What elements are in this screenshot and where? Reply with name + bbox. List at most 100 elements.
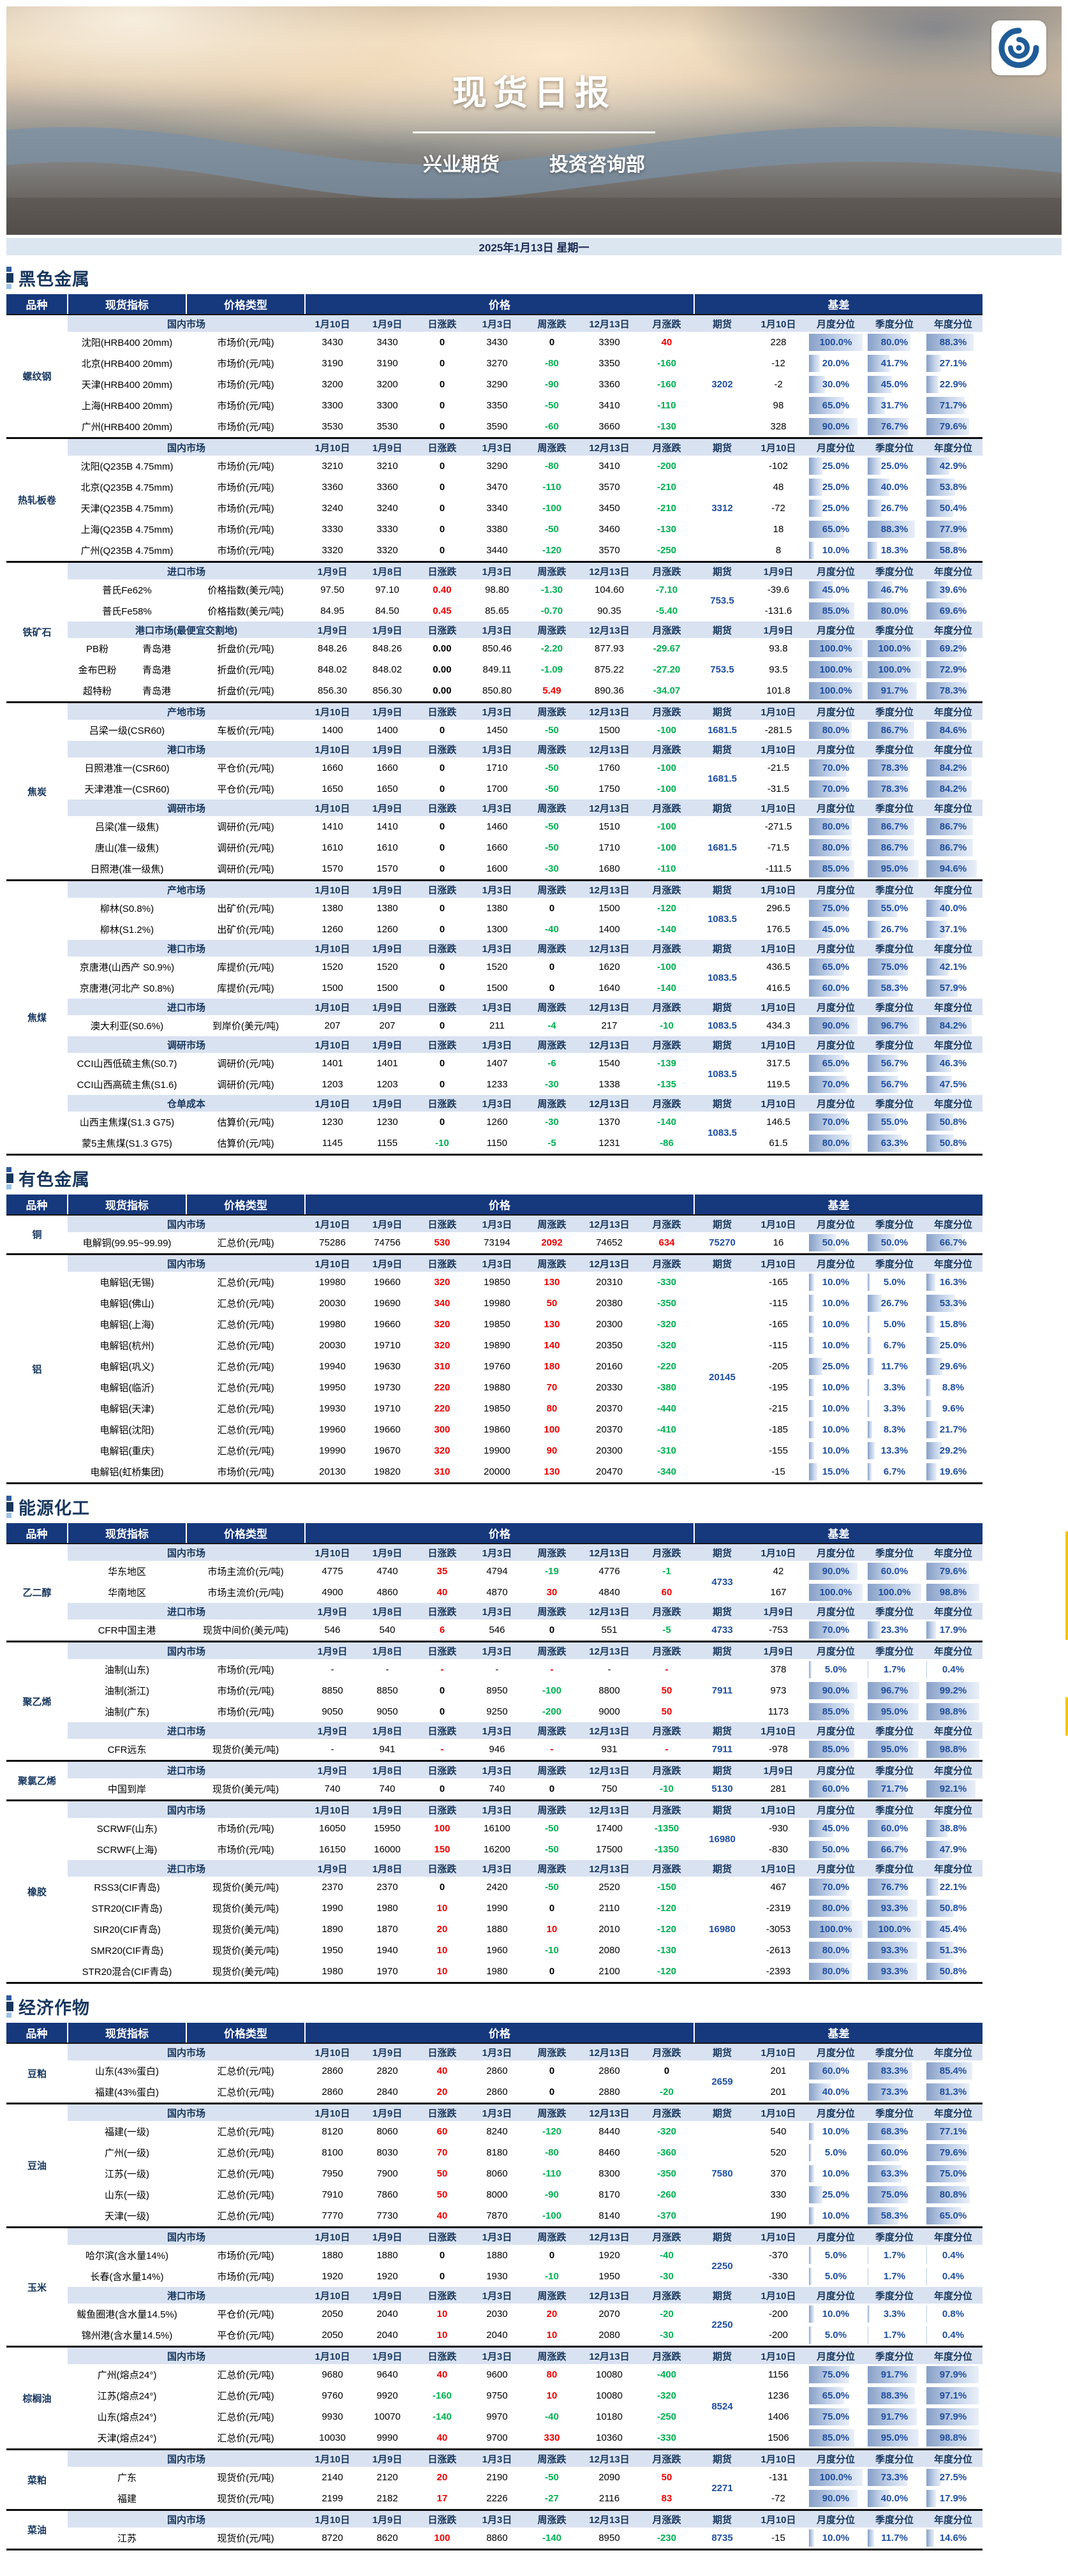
percentile-value: 3.3%: [884, 1403, 905, 1414]
change-cell: 320: [415, 1335, 470, 1356]
percentile-value: 25.0%: [940, 1340, 967, 1351]
change-cell: 0: [639, 2060, 694, 2081]
price-cell: 2090: [579, 2467, 639, 2488]
price-cell: 97.10: [360, 579, 415, 600]
date-header-cell: 周涨跌: [524, 1036, 579, 1053]
price-type-cell: 折盘价(元/吨): [186, 638, 305, 659]
change-cell: -230: [639, 2528, 694, 2550]
percentile-cell: 0.4%: [924, 2266, 983, 2287]
basis-cell: 98: [750, 395, 806, 416]
percentile-header-cell: 年度分位: [924, 2450, 983, 2468]
price-cell: 1203: [305, 1074, 360, 1095]
section-title: 有色金属: [19, 1166, 90, 1191]
percentile-bar: 10.0%: [809, 1400, 863, 1417]
percentile-bar: 76.7%: [868, 1879, 921, 1896]
date-header-cell: 12月13日: [579, 800, 639, 816]
price-cell: 9750: [470, 2385, 524, 2406]
price-cell: 1700: [470, 778, 524, 800]
percentile-cell: 70.0%: [806, 1074, 865, 1095]
percentile-bar: 91.7%: [868, 2408, 921, 2425]
price-cell: 3440: [470, 540, 524, 562]
change-cell: 220: [415, 1377, 470, 1398]
price-cell: -: [305, 1739, 360, 1761]
change-cell: -10: [639, 1015, 694, 1036]
percentile-header-cell: 月度分位: [806, 1761, 865, 1779]
price-cell: 1230: [360, 1112, 415, 1133]
percentile-cell: 41.7%: [865, 353, 924, 374]
indicator-cell: 油制(山东): [68, 1659, 186, 1680]
percentile-cell: 15.8%: [924, 1314, 983, 1335]
price-cell: 1520: [305, 957, 360, 978]
price-type-cell: 估算价(元/吨): [186, 1133, 305, 1155]
percentile-bar: 69.2%: [926, 640, 980, 657]
price-cell: 3380: [470, 519, 524, 540]
percentile-bar: 65.0%: [926, 2207, 980, 2224]
percentile-bar-fill: [868, 1379, 870, 1396]
col-indicator: 现货指标: [68, 2023, 186, 2043]
percentile-value: 56.7%: [881, 1058, 909, 1069]
percentile-cell: 51.3%: [924, 1940, 983, 1961]
indicator-cell: 唐山(准一级焦): [68, 837, 186, 858]
price-cell: 1950: [305, 1940, 360, 1961]
percentile-bar: 50.8%: [926, 1963, 980, 1980]
price-cell: 1520: [360, 957, 415, 978]
percentile-header-cell: 月度分位: [806, 1254, 865, 1272]
section-title-row: 经济作物: [6, 1994, 1068, 2019]
percentile-value: 50.8%: [940, 1138, 967, 1149]
percentile-cell: 75.0%: [865, 957, 924, 978]
date-header-cell: 日涨跌: [415, 1215, 470, 1232]
market-label: 港口市场: [68, 940, 305, 957]
percentile-value: 47.5%: [940, 1079, 967, 1090]
percentile-bar-fill: [926, 2529, 934, 2547]
basis-date-header-cell: 1月10日: [750, 1722, 806, 1739]
change-cell: 30: [524, 1582, 579, 1603]
basis-date-header-cell: 1月10日: [750, 1544, 806, 1561]
price-type-cell: 市场价(元/吨): [186, 2266, 305, 2287]
price-type-cell: 现货价(元/吨): [186, 2528, 305, 2550]
indicator-cell: STR20(CIF青岛): [68, 1898, 186, 1919]
change-cell: -20: [639, 2304, 694, 2325]
change-cell: 10: [415, 1961, 470, 1983]
basis-date-header-cell: 1月10日: [750, 1254, 806, 1272]
percentile-cell: 93.3%: [865, 1898, 924, 1919]
price-cell: 8460: [579, 2142, 639, 2163]
price-cell: 1520: [470, 957, 524, 978]
percentile-value: 20.0%: [822, 358, 850, 369]
date-header-cell: 12月13日: [579, 1722, 639, 1739]
percentile-value: 78.3%: [940, 685, 967, 696]
change-cell: 10: [524, 1919, 579, 1940]
change-cell: 0: [524, 1619, 579, 1642]
futures-header-cell: 期货: [694, 800, 750, 816]
percentile-value: 93.3%: [881, 1966, 909, 1977]
page-edge-marker: [1065, 1531, 1068, 1640]
date-header-cell: 月涨跌: [639, 1801, 694, 1819]
date-header-cell: 1月8日: [360, 1722, 415, 1739]
percentile-value: 86.7%: [940, 842, 967, 853]
date-header-cell: 日涨跌: [415, 1603, 470, 1619]
market-label: 国内市场: [68, 2228, 305, 2245]
date-header-cell: 日涨跌: [415, 1544, 470, 1561]
percentile-value: 90.0%: [822, 421, 850, 432]
indicator-cell: 澳大利亚(S0.6%): [68, 1015, 186, 1036]
date-header-cell: 月涨跌: [639, 562, 694, 580]
price-cell: 877.93: [579, 638, 639, 659]
change-cell: 0: [415, 978, 470, 999]
price-type-cell: 现货价(美元/吨): [186, 1919, 305, 1940]
percentile-value: 84.2%: [940, 1020, 967, 1031]
price-cell: 4776: [579, 1561, 639, 1582]
basis-date-header-cell: 1月10日: [750, 2043, 806, 2060]
percentile-value: 25.0%: [822, 1361, 850, 1372]
percentile-header-cell: 月度分位: [806, 2104, 865, 2122]
percentile-bar: 30.0%: [809, 376, 863, 393]
percentile-bar: 17.9%: [926, 2490, 980, 2507]
percentile-header-cell: 年度分位: [924, 2347, 983, 2365]
percentile-cell: 25.0%: [806, 498, 865, 519]
percentile-bar: 65.0%: [809, 397, 863, 414]
percentile-bar-fill: [868, 1421, 872, 1438]
